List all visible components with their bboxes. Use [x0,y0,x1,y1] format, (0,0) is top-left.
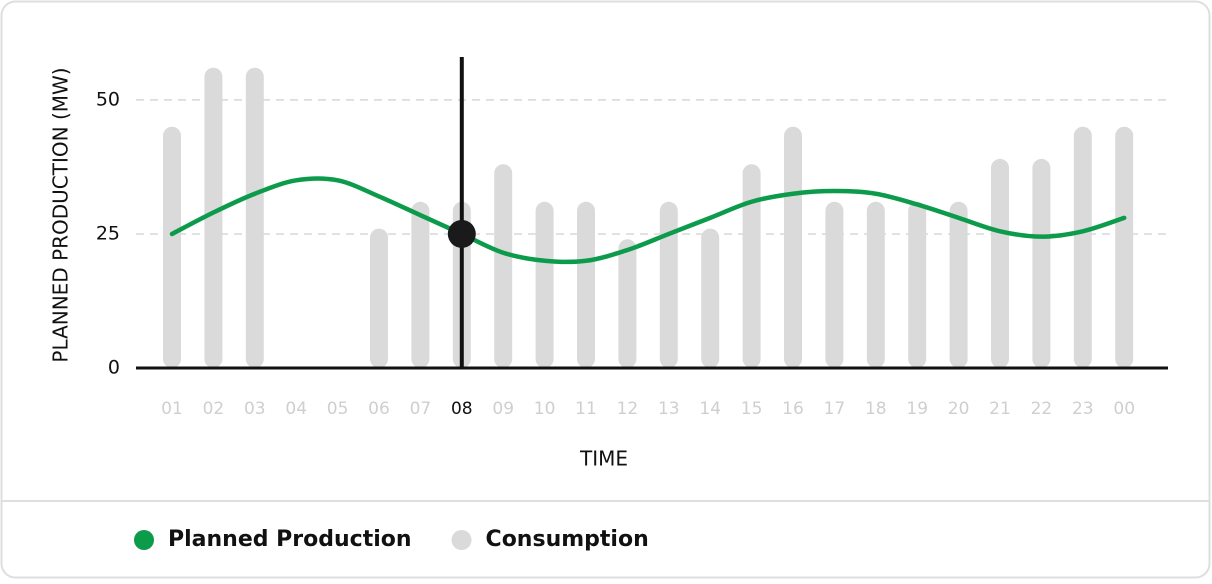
bar [908,201,927,368]
x-tick-label: 14 [699,399,721,419]
bar [245,67,264,369]
legend-label: Consumption [486,527,649,552]
x-tick-label: 19 [906,399,928,419]
bar [825,201,844,368]
bar [577,201,595,368]
legend-swatch [134,530,154,550]
y-tick-label: 0 [108,357,120,379]
y-axis-label: PLANNED PRODUCTION (MW) [49,67,73,362]
x-tick-label: 15 [741,399,763,419]
x-tick-label: 09 [492,399,514,419]
x-tick-label: 08 [451,399,473,419]
x-tick-label: 00 [1113,399,1135,419]
x-tick-label: 17 [824,399,846,419]
x-axis-label: TIME [579,447,628,471]
bar [659,201,678,368]
x-tick-label: 01 [161,399,183,419]
x-tick-label: 18 [865,399,887,419]
legend-swatch [451,530,472,550]
bar [494,164,513,368]
x-tick-label: 23 [1072,399,1094,419]
x-tick-label: 16 [782,399,804,419]
bar [535,201,554,368]
x-tick-label: 03 [244,399,266,419]
bar [784,126,802,368]
bar [411,201,430,368]
bar [949,201,968,368]
bar [1073,126,1092,368]
bar [742,164,761,368]
bar [618,239,637,368]
x-tick-label: 21 [989,399,1011,419]
x-tick-label: 13 [658,399,680,419]
bar [991,158,1009,368]
x-tick-label: 22 [1031,399,1053,419]
x-tick-label: 20 [948,399,970,419]
bar [1032,158,1051,368]
x-tick-label: 05 [327,399,349,419]
x-tick-label: 04 [285,399,307,419]
bar [701,228,720,368]
x-tick-label: 11 [575,399,597,419]
x-tick-label: 10 [534,399,556,419]
x-tick-label: 06 [368,399,390,419]
legend-label: Planned Production [168,527,412,552]
bar [204,67,223,369]
bar [163,126,181,368]
bar [1115,126,1134,368]
x-tick-label: 12 [617,399,639,419]
x-tick-label: 07 [410,399,432,419]
line [169,176,1127,265]
bar [866,201,885,368]
y-tick-label: 50 [96,88,120,110]
bar [370,228,388,368]
y-tick-label: 25 [96,222,120,244]
selection-dot [447,219,476,248]
x-tick-label: 02 [203,399,225,419]
